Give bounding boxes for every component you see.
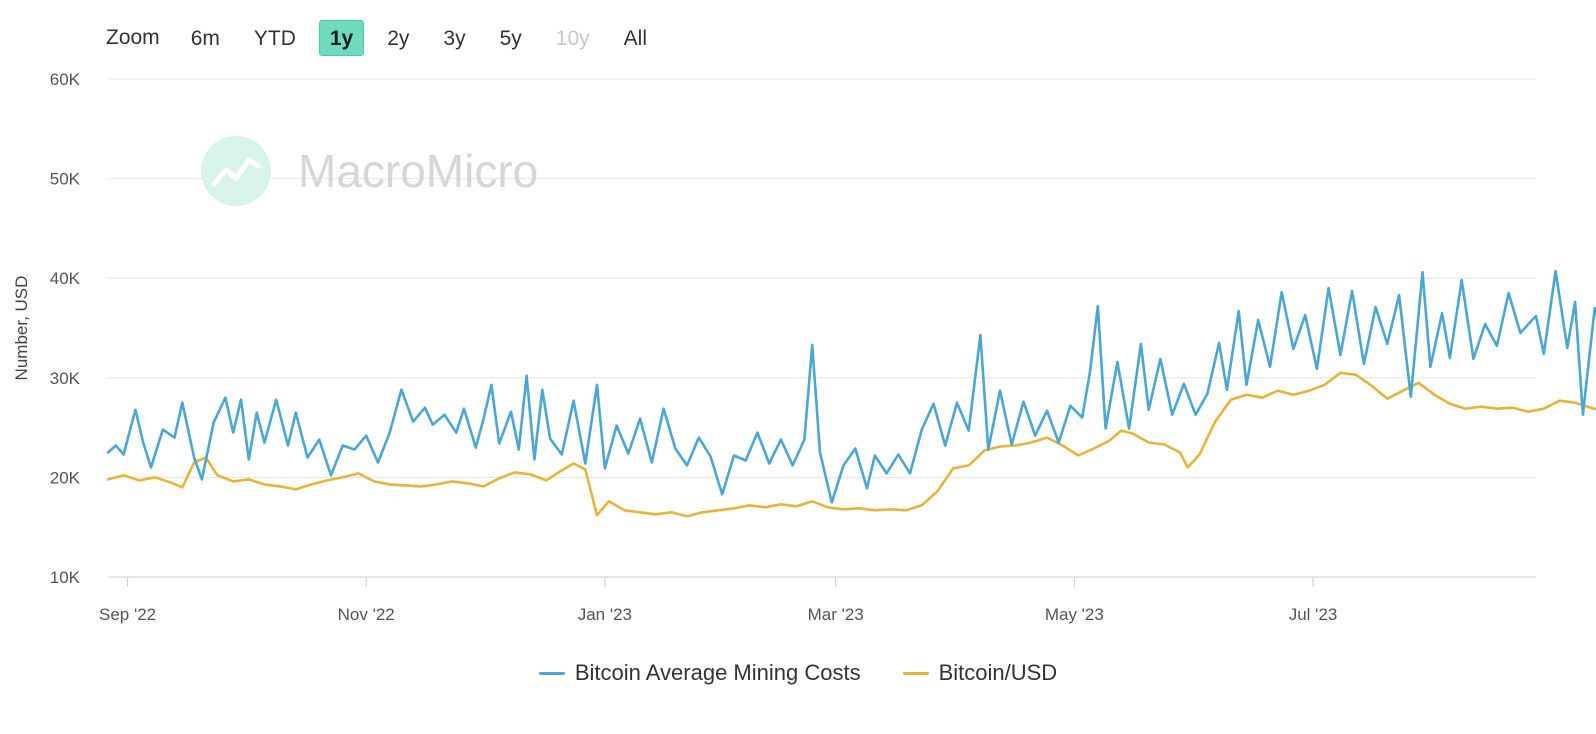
watermark-logo-chart-glyph <box>211 157 261 187</box>
legend-label-mining-costs: Bitcoin Average Mining Costs <box>574 660 861 685</box>
legend: Bitcoin Average Mining Costs Bitcoin/USD <box>0 660 1596 686</box>
x-tick-label: Nov '22 <box>338 605 395 624</box>
zoom-button-1y[interactable]: 1y <box>318 20 365 56</box>
x-tick-label: Jan '23 <box>578 605 632 624</box>
x-tick-label: Jul '23 <box>1289 605 1338 624</box>
legend-item-mining-costs[interactable]: Bitcoin Average Mining Costs <box>538 660 861 686</box>
zoom-button-5y[interactable]: 5y <box>499 27 522 50</box>
x-tick-label: Sep '22 <box>99 605 156 624</box>
watermark-logo-icon <box>201 136 271 206</box>
zoom-bar: Zoom 6m YTD 1y 2y 3y 5y 10y All <box>106 18 670 58</box>
zoom-button-ytd[interactable]: YTD <box>253 27 296 50</box>
y-axis-ticks: 10K 20K 30K 40K 50K 60K <box>50 70 81 587</box>
x-tick-label: May '23 <box>1045 605 1104 624</box>
series-line-mining-costs[interactable] <box>106 185 1596 504</box>
y-tick-label: 60K <box>50 70 81 89</box>
legend-swatch-bitcoin-usd <box>902 671 929 675</box>
legend-label-bitcoin-usd: Bitcoin/USD <box>938 660 1058 685</box>
series-lines <box>106 185 1596 518</box>
x-axis: Sep '22 Nov '22 Jan '23 Mar '23 May '23 Jul '… <box>99 576 1536 624</box>
watermark: MacroMicro <box>201 136 538 206</box>
y-tick-label: 10K <box>50 568 81 587</box>
y-axis-label: Number, USD <box>12 276 31 381</box>
x-tick-label: Mar '23 <box>808 605 864 624</box>
zoom-button-all[interactable]: All <box>623 27 647 50</box>
zoom-label: Zoom <box>106 26 160 49</box>
y-tick-label: 20K <box>50 468 81 487</box>
y-tick-label: 40K <box>50 269 81 288</box>
zoom-button-2y[interactable]: 2y <box>387 27 410 50</box>
y-tick-label: 30K <box>50 369 81 388</box>
watermark-text: MacroMicro <box>298 145 538 197</box>
series-line-bitcoin-usd[interactable] <box>106 369 1596 518</box>
y-tick-label: 50K <box>50 170 81 189</box>
zoom-button-10y: 10y <box>555 27 590 50</box>
line-chart[interactable]: MacroMicro 10K 20K 30K 40K 50K 60K Number, US… <box>0 0 1596 650</box>
zoom-button-3y[interactable]: 3y <box>443 27 466 50</box>
legend-item-bitcoin-usd[interactable]: Bitcoin/USD <box>902 660 1058 686</box>
zoom-button-6m[interactable]: 6m <box>190 27 220 50</box>
legend-swatch-mining-costs <box>538 671 565 675</box>
